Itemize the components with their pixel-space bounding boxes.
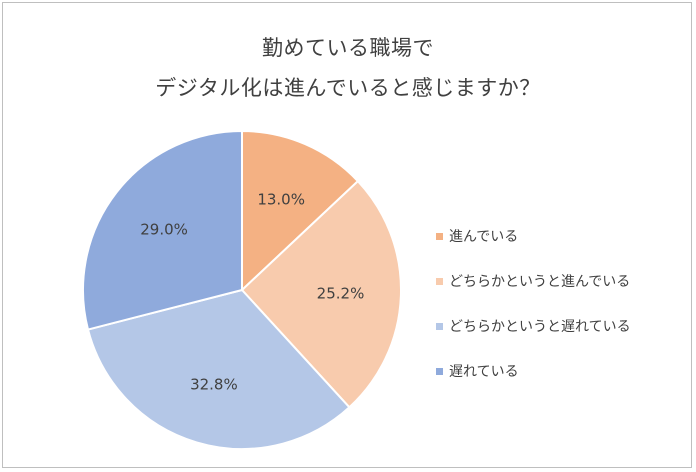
pie-slice-2	[240, 179, 402, 409]
legend-swatch-3	[436, 322, 443, 330]
legend-label-1: 進んでいる	[449, 229, 519, 245]
pie-data-label-1: 13.0%	[257, 191, 305, 209]
pie-data-label-3: 32.8%	[190, 375, 238, 393]
pie-slice-3	[86, 288, 351, 450]
pie-data-label-2: 25.2%	[317, 285, 365, 303]
legend-label-3: どちらかというと遅れている	[449, 319, 631, 335]
legend-swatch-4	[436, 367, 443, 375]
legend-swatch-1	[436, 232, 443, 240]
pie-slice-4	[82, 129, 243, 331]
pie-data-label-4: 29.0%	[140, 221, 188, 239]
legend-item-4: 遅れている	[436, 361, 631, 381]
legend-item-1: 進んでいる	[436, 226, 631, 246]
legend-item-2: どちらかというと進んでいる	[436, 271, 631, 291]
legend-swatch-2	[436, 277, 443, 285]
chart-legend: 進んでいるどちらかというと進んでいる どちらかというと遅れている 遅れている	[436, 226, 631, 406]
pie-slice-1	[241, 129, 360, 293]
legend-label-4: 遅れている	[449, 364, 519, 380]
chart-title-line-1: 勤めている職場で	[262, 36, 434, 60]
chart-title-line-2: デジタル化は進んでいると感じますか？	[155, 76, 541, 100]
legend-label-2: どちらかというと進んでいる	[449, 274, 631, 290]
legend-item-3: どちらかというと遅れている	[436, 316, 631, 336]
